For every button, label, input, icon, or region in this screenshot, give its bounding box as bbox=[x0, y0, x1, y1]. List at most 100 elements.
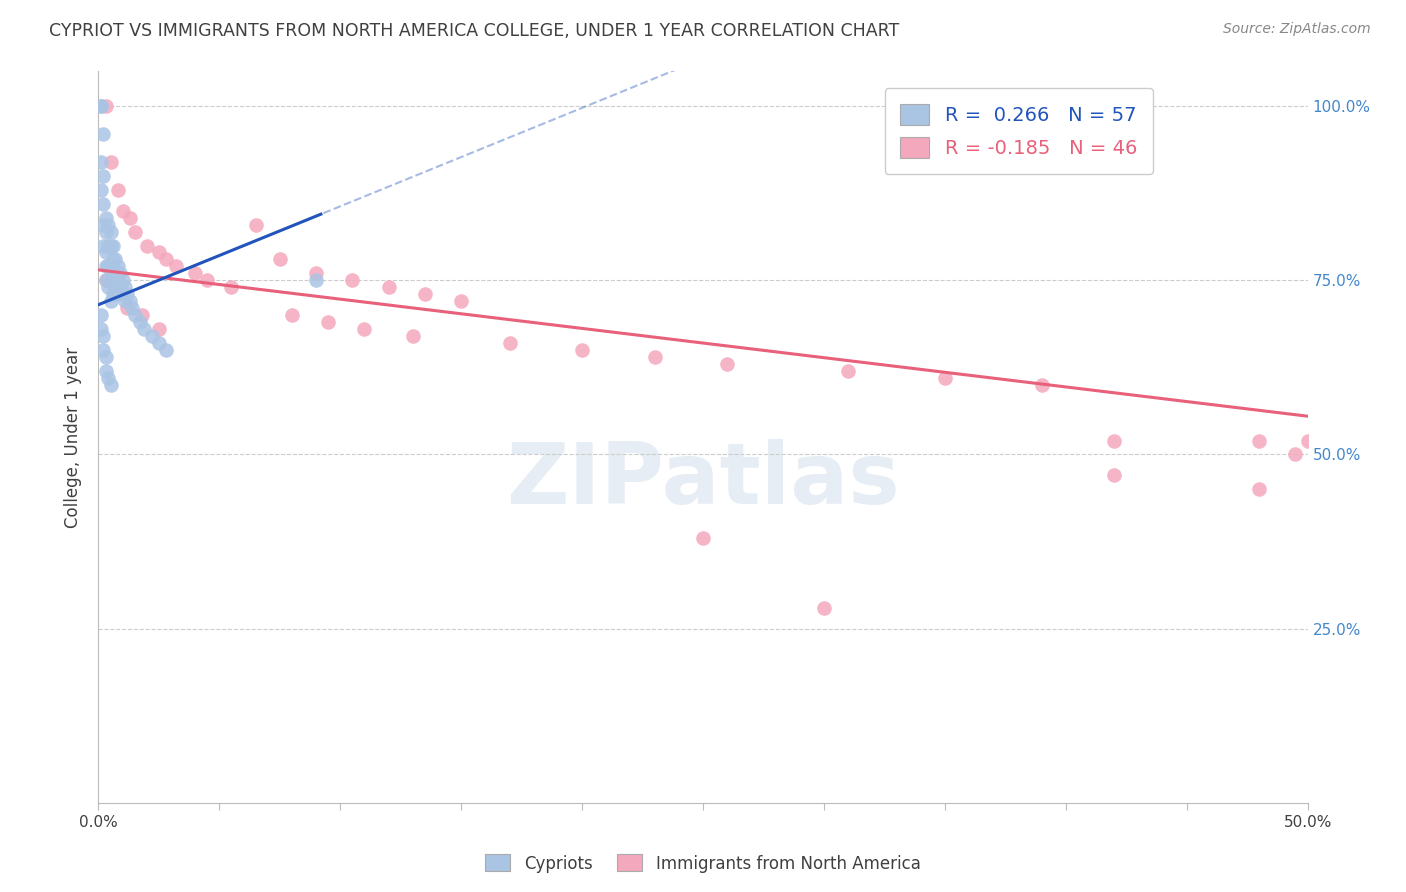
Point bbox=[377, 280, 399, 294]
Point bbox=[316, 315, 339, 329]
Point bbox=[107, 273, 129, 287]
Point bbox=[90, 99, 112, 113]
Point bbox=[124, 225, 146, 239]
Point bbox=[1102, 468, 1125, 483]
Point bbox=[107, 260, 129, 274]
Point bbox=[104, 266, 127, 280]
Point bbox=[91, 196, 114, 211]
Point bbox=[837, 364, 859, 378]
Text: CYPRIOT VS IMMIGRANTS FROM NORTH AMERICA COLLEGE, UNDER 1 YEAR CORRELATION CHART: CYPRIOT VS IMMIGRANTS FROM NORTH AMERICA… bbox=[49, 22, 900, 40]
Point bbox=[104, 280, 127, 294]
Point bbox=[716, 357, 738, 371]
Point bbox=[184, 266, 207, 280]
Point bbox=[1296, 434, 1319, 448]
Point bbox=[97, 371, 120, 385]
Point bbox=[195, 273, 218, 287]
Point bbox=[281, 308, 304, 322]
Point bbox=[131, 308, 153, 322]
Point bbox=[450, 294, 472, 309]
Point bbox=[269, 252, 291, 267]
Point bbox=[128, 315, 150, 329]
Point bbox=[94, 260, 117, 274]
Point bbox=[813, 600, 835, 615]
Point bbox=[91, 169, 114, 183]
Point bbox=[121, 301, 143, 316]
Point bbox=[91, 343, 114, 357]
Point bbox=[111, 273, 134, 287]
Point bbox=[90, 99, 112, 113]
Point bbox=[94, 273, 117, 287]
Point bbox=[108, 280, 131, 294]
Point bbox=[1102, 434, 1125, 448]
Point bbox=[100, 225, 122, 239]
Point bbox=[221, 280, 243, 294]
Point bbox=[94, 364, 117, 378]
Point bbox=[100, 155, 122, 169]
Point bbox=[94, 350, 117, 364]
Point bbox=[498, 336, 520, 351]
Point bbox=[118, 294, 141, 309]
Point bbox=[97, 280, 120, 294]
Point bbox=[118, 211, 141, 225]
Point bbox=[91, 238, 114, 252]
Point bbox=[91, 127, 114, 141]
Point bbox=[111, 287, 134, 301]
Point bbox=[100, 238, 122, 252]
Point bbox=[94, 245, 117, 260]
Point bbox=[1031, 377, 1053, 392]
Point bbox=[97, 260, 120, 274]
Point bbox=[117, 287, 139, 301]
Point bbox=[100, 377, 122, 392]
Text: ZIPatlas: ZIPatlas bbox=[506, 440, 900, 523]
Point bbox=[114, 280, 136, 294]
Point bbox=[114, 294, 136, 309]
Point bbox=[101, 252, 124, 267]
Text: Source: ZipAtlas.com: Source: ZipAtlas.com bbox=[1223, 22, 1371, 37]
Point bbox=[571, 343, 593, 357]
Point bbox=[100, 273, 122, 287]
Point bbox=[148, 322, 170, 336]
Legend: R =  0.266   N = 57, R = -0.185   N = 46: R = 0.266 N = 57, R = -0.185 N = 46 bbox=[884, 88, 1153, 174]
Point bbox=[97, 218, 120, 232]
Point bbox=[165, 260, 187, 274]
Y-axis label: College, Under 1 year: College, Under 1 year bbox=[65, 346, 83, 528]
Point bbox=[111, 203, 134, 218]
Point bbox=[90, 308, 112, 322]
Point bbox=[94, 225, 117, 239]
Point bbox=[1249, 434, 1271, 448]
Point bbox=[644, 350, 666, 364]
Point bbox=[91, 218, 114, 232]
Point bbox=[413, 287, 436, 301]
Point bbox=[94, 99, 117, 113]
Point bbox=[155, 343, 177, 357]
Point bbox=[94, 273, 117, 287]
Point bbox=[90, 155, 112, 169]
Point bbox=[305, 266, 328, 280]
Point bbox=[100, 294, 122, 309]
Point bbox=[100, 260, 122, 274]
Point bbox=[97, 238, 120, 252]
Point bbox=[141, 329, 163, 343]
Point bbox=[104, 252, 127, 267]
Point bbox=[101, 273, 124, 287]
Legend: Cypriots, Immigrants from North America: Cypriots, Immigrants from North America bbox=[478, 847, 928, 880]
Point bbox=[91, 329, 114, 343]
Point bbox=[90, 183, 112, 197]
Point bbox=[124, 308, 146, 322]
Point bbox=[107, 287, 129, 301]
Point bbox=[104, 287, 127, 301]
Point bbox=[402, 329, 425, 343]
Point bbox=[134, 322, 156, 336]
Point bbox=[692, 531, 714, 545]
Point bbox=[117, 301, 139, 316]
Point bbox=[245, 218, 267, 232]
Point bbox=[1249, 483, 1271, 497]
Point bbox=[1284, 448, 1306, 462]
Point bbox=[353, 322, 375, 336]
Point bbox=[155, 252, 177, 267]
Point bbox=[342, 273, 364, 287]
Point bbox=[107, 183, 129, 197]
Point bbox=[94, 211, 117, 225]
Point bbox=[101, 287, 124, 301]
Point bbox=[135, 238, 157, 252]
